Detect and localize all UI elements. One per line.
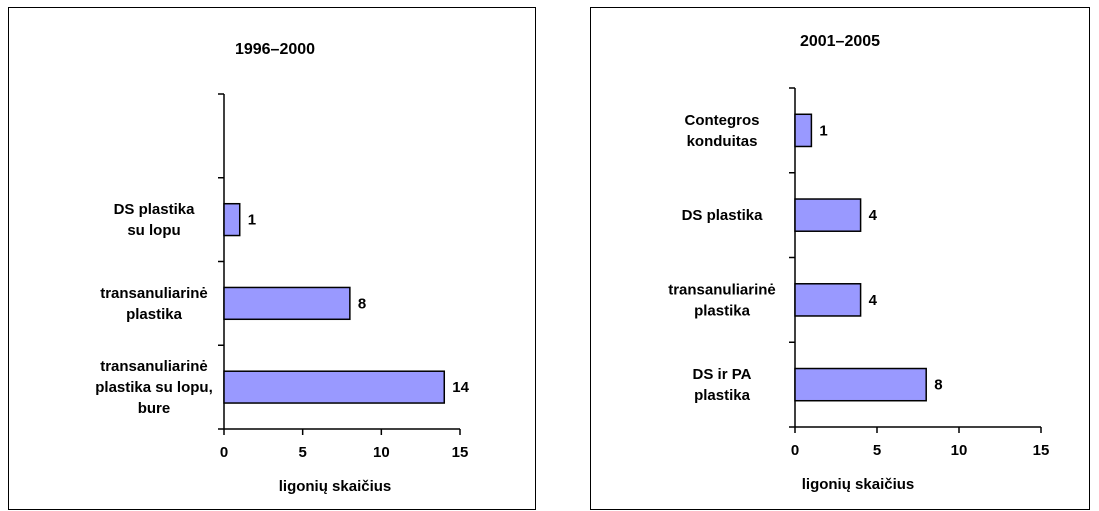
category-label: DS ir PA xyxy=(693,366,752,383)
category-label: Contegros xyxy=(685,112,760,129)
bar-chart-2001-2005: 2001–2005 0 5 10 15 ligonių skaičius 1 Contegro… xyxy=(668,33,1050,493)
category-label: transanuliarinė xyxy=(100,285,208,302)
category-label: plastika xyxy=(126,306,183,323)
bar xyxy=(794,367,927,402)
x-tick-label: 10 xyxy=(373,444,390,461)
x-axis-label: ligonių skaičius xyxy=(279,478,392,495)
bar xyxy=(223,202,241,237)
category-label: DS plastika xyxy=(682,207,764,224)
bar-value-label: 14 xyxy=(452,379,469,396)
chart-title: 2001–2005 xyxy=(800,33,880,50)
category-label: plastika su lopu, xyxy=(95,379,213,396)
chart-panel-1996-2000: 1996–2000 0 5 10 15 ligonių skaičius 1 DS plast… xyxy=(8,7,536,510)
category-label: plastika xyxy=(694,387,751,404)
bar-value-label: 1 xyxy=(248,212,256,229)
category-label: su lopu xyxy=(127,222,180,239)
x-tick-label: 15 xyxy=(452,444,469,461)
chart-panel-2001-2005: 2001–2005 0 5 10 15 ligonių skaičius 1 Contegro… xyxy=(590,7,1090,510)
category-label: plastika xyxy=(694,302,751,319)
category-label: transanuliarinė xyxy=(100,358,208,375)
x-tick-label: 5 xyxy=(873,442,881,459)
bar xyxy=(794,113,813,148)
x-tick-label: 0 xyxy=(220,444,228,461)
category-label: konduitas xyxy=(687,133,758,150)
category-label: transanuliarinė xyxy=(668,281,776,298)
x-tick-label: 10 xyxy=(951,442,968,459)
bar xyxy=(223,286,351,321)
x-axis-label: ligonių skaičius xyxy=(802,476,915,493)
bar xyxy=(794,283,862,317)
bar xyxy=(223,370,446,404)
category-label: DS plastika xyxy=(114,201,196,218)
bar-chart-1996-2000: 1996–2000 0 5 10 15 ligonių skaičius 1 DS plast… xyxy=(95,41,469,495)
bar-value-label: 8 xyxy=(358,295,366,312)
bar-value-label: 1 xyxy=(819,122,827,139)
x-tick-label: 15 xyxy=(1033,442,1050,459)
x-tick-label: 5 xyxy=(298,444,306,461)
chart-title: 1996–2000 xyxy=(235,41,315,58)
category-label: bure xyxy=(138,400,171,417)
bar-value-label: 4 xyxy=(869,292,878,309)
x-tick-label: 0 xyxy=(791,442,799,459)
bar xyxy=(794,198,862,232)
bar-value-label: 8 xyxy=(934,377,942,394)
bar-value-label: 4 xyxy=(869,207,878,224)
